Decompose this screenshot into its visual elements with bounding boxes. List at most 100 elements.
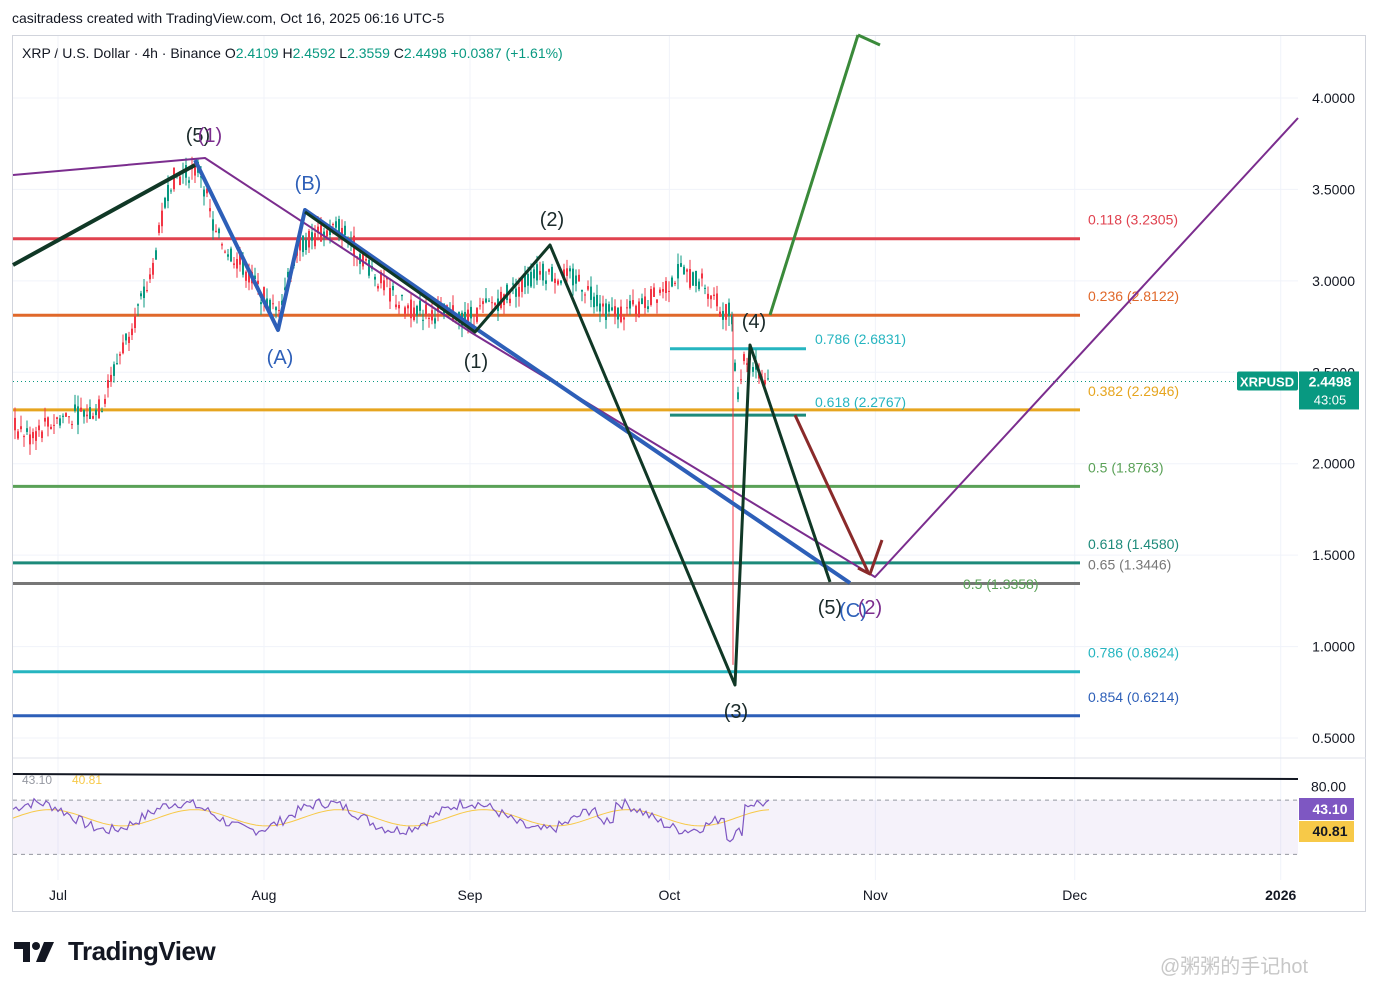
candle-body (374, 276, 376, 280)
candle-body (401, 294, 403, 297)
candle-body (551, 266, 553, 282)
fib-level-label: 0.618 (1.4580) (1088, 536, 1179, 552)
high-value: 2.4592 (292, 45, 336, 61)
candle-body (599, 303, 601, 312)
candle-body (140, 293, 142, 297)
y-tick-label: 3.5000 (1312, 181, 1355, 197)
candle-body (578, 274, 580, 282)
candle-body (116, 363, 118, 365)
candle-body (308, 230, 310, 248)
candle-body (710, 295, 712, 300)
retracement-label: 0.618 (2.2767) (815, 394, 906, 410)
wave-label: (2) (540, 209, 564, 231)
candle-body (179, 176, 181, 185)
candle-body (365, 259, 367, 261)
candle-body (203, 189, 205, 197)
symbol-title[interactable]: XRP / U.S. Dollar · 4h · Binance (22, 45, 221, 61)
candle-body (419, 300, 421, 311)
candle-body (89, 407, 91, 419)
candle-body (638, 301, 640, 318)
candle-body (53, 424, 55, 426)
candle-body (467, 309, 469, 323)
candle-body (626, 307, 628, 309)
candle-body (719, 311, 721, 317)
wave-label: (4) (742, 311, 766, 333)
candle-body (26, 428, 28, 432)
candle-body (188, 180, 190, 183)
candle-body (581, 290, 583, 292)
candle-body (668, 290, 670, 292)
candle-body (32, 432, 34, 439)
logo-text: TradingView (68, 936, 216, 966)
candle-body (620, 306, 622, 322)
time-axis[interactable]: Jul Aug Sep Oct Nov Dec 2026 (49, 887, 1296, 903)
candle-body (272, 303, 274, 305)
symbol-tag-label: XRPUSD (1240, 374, 1294, 389)
candle-body (542, 263, 544, 281)
candle-body (68, 416, 70, 418)
candle-body (260, 302, 262, 305)
x-tick-label: Aug (252, 887, 277, 903)
wave-line-purple (12, 117, 1299, 578)
candle-body (377, 285, 379, 289)
low-value: 2.3559 (347, 45, 390, 61)
candle-body (17, 431, 19, 439)
candle-body (464, 311, 466, 320)
candle-body (209, 208, 211, 212)
wave-line-green-tip (857, 33, 881, 47)
candle-body (629, 300, 631, 309)
candle-body (662, 289, 664, 292)
candle-body (128, 336, 130, 344)
candle-body (554, 278, 556, 283)
wave-label: (C) (839, 600, 867, 622)
candle-body (245, 271, 247, 281)
wave-label: (5) (818, 597, 842, 619)
candle-body (194, 160, 196, 176)
wave-arrow-red-head (857, 539, 884, 576)
candle-body (284, 287, 286, 291)
x-tick-label: Sep (458, 887, 483, 903)
candle-body (143, 286, 145, 298)
candle-body (332, 224, 334, 226)
price-axis[interactable]: 4.00003.50003.00002.50002.00001.50001.00… (1237, 90, 1359, 842)
wave-label: (2) (858, 597, 882, 619)
candle-body (50, 426, 52, 430)
candle-body (218, 228, 220, 234)
price-tag-value: 2.4498 (1309, 373, 1352, 389)
candle-body (137, 304, 139, 306)
candle-body (653, 287, 655, 297)
fib-level-label: 0.382 (2.2946) (1088, 383, 1179, 399)
candle-body (170, 190, 172, 192)
wave-label: (1) (198, 125, 222, 147)
candle-body (605, 303, 607, 321)
candle-body (155, 250, 157, 260)
fib-level-label: 0.65 (1.3446) (1088, 557, 1171, 573)
candle-body (593, 296, 595, 308)
candle-body (575, 275, 577, 284)
rsi-ma-tag (1299, 821, 1354, 842)
candle-body (344, 225, 346, 235)
candle-body (83, 409, 85, 417)
candle-body (683, 266, 685, 275)
candle-body (725, 304, 727, 320)
candle-body (416, 305, 418, 316)
candle-body (566, 268, 568, 276)
candle-body (494, 302, 496, 306)
wave-label: (A) (267, 347, 294, 369)
candle-body (113, 364, 115, 376)
open-label: O (224, 45, 236, 61)
rsi-legend-value: 43.10 (22, 773, 52, 787)
candle-body (338, 219, 340, 234)
tradingview-logo: TradingView (14, 936, 216, 967)
fib-level-label: 0.854 (0.6214) (1088, 689, 1179, 705)
symbol-legend: XRP / U.S. Dollar · 4h · Binance O2.4109… (22, 45, 563, 61)
retracement-label: 0.786 (2.6831) (815, 331, 906, 347)
y-tick-label: 2.0000 (1312, 456, 1355, 472)
candle-body (59, 418, 61, 426)
candle-body (341, 227, 343, 238)
candle-body (47, 417, 49, 427)
symbol-tag (1237, 371, 1298, 391)
rsi-line (12, 797, 770, 843)
wave-arrow-red (793, 414, 870, 573)
